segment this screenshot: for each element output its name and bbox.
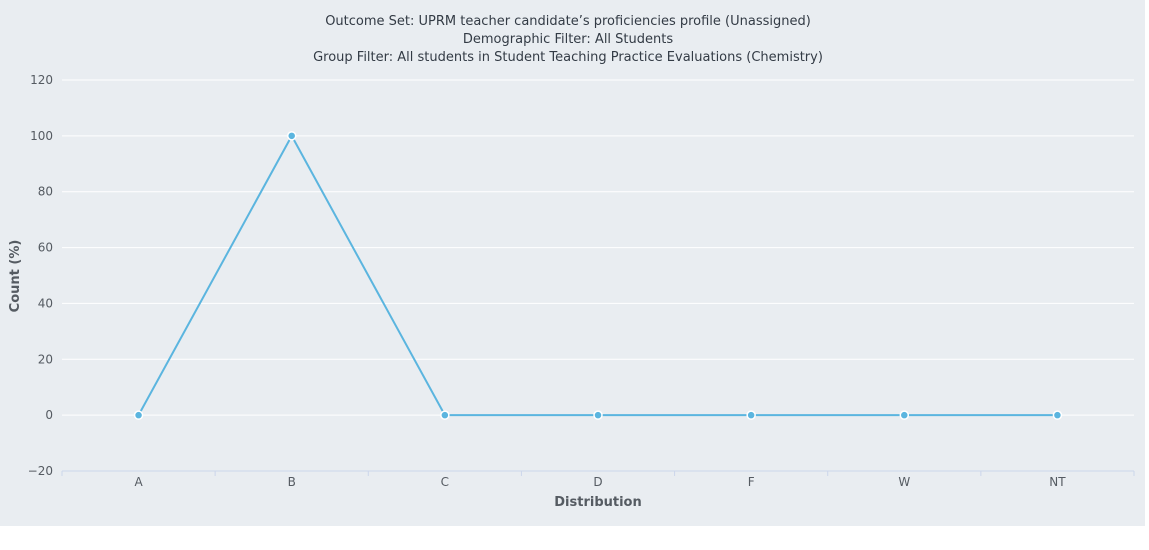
data-point[interactable] [746, 410, 756, 420]
x-axis-title: Distribution [554, 495, 641, 510]
y-tick-label: 20 [38, 352, 53, 366]
x-tick-label: A [134, 475, 143, 489]
x-tick-label: F [748, 475, 755, 489]
x-axis: A B C D F W NT [61, 470, 1135, 489]
data-point[interactable] [286, 131, 297, 141]
title-line-group-filter: Group Filter: All students in Student Te… [313, 50, 823, 65]
title-line-demographic-filter: Demographic Filter: All Students [463, 32, 673, 47]
data-point[interactable] [1052, 410, 1063, 420]
x-tick-label: B [288, 475, 296, 489]
chart-title: Outcome Set: UPRM teacher candidate’s pr… [313, 14, 823, 65]
y-tick-label: 100 [30, 129, 53, 143]
x-tick-label: C [441, 475, 449, 489]
y-tick-label: 0 [45, 408, 53, 422]
data-point[interactable] [593, 410, 603, 420]
x-tick-label: D [593, 475, 602, 489]
title-line-outcome-set: Outcome Set: UPRM teacher candidate’s pr… [325, 14, 811, 29]
y-tick-label: 120 [30, 73, 53, 87]
x-tick-label: NT [1049, 475, 1066, 489]
y-tick-label: −20 [28, 464, 53, 478]
gridlines [62, 79, 1134, 416]
chart-panel: Outcome Set: UPRM teacher candidate’s pr… [0, 0, 1145, 526]
x-tick-label: W [898, 475, 910, 489]
y-axis-title: Count (%) [8, 240, 23, 313]
y-tick-label: 40 [38, 296, 53, 310]
y-tick-label: 80 [38, 185, 53, 199]
line-chart: Outcome Set: UPRM teacher candidate’s pr… [8, 14, 1135, 510]
data-series [133, 131, 1063, 420]
data-point[interactable] [440, 410, 450, 420]
data-point[interactable] [133, 410, 144, 420]
series-line [137, 134, 1058, 417]
y-axis-ticks: −20 0 20 40 60 80 100 120 [28, 73, 53, 478]
data-point[interactable] [899, 410, 910, 420]
y-tick-label: 60 [38, 241, 53, 255]
